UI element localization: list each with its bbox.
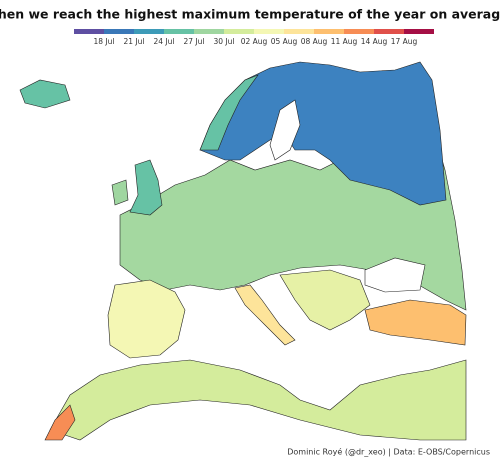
legend-label: 11 Aug bbox=[331, 37, 358, 46]
land-italy bbox=[234, 284, 296, 346]
legend-swatch bbox=[254, 29, 284, 34]
legend-swatch bbox=[104, 29, 134, 34]
legend-label: 02 Aug bbox=[241, 37, 268, 46]
map bbox=[19, 61, 467, 441]
title: When we reach the highest maximum temper… bbox=[0, 7, 500, 22]
legend-label: 05 Aug bbox=[271, 37, 298, 46]
land-britain bbox=[129, 159, 163, 216]
land-norway-coast bbox=[199, 74, 259, 151]
legend-swatch bbox=[404, 29, 434, 34]
legend-swatch bbox=[164, 29, 194, 34]
land-turkey bbox=[364, 299, 467, 346]
legend-label: 24 Jul bbox=[154, 37, 175, 46]
land-iceland bbox=[19, 79, 71, 109]
legend-label: 08 Aug bbox=[301, 37, 328, 46]
legend-label: 14 Aug bbox=[361, 37, 388, 46]
legend-label: 27 Jul bbox=[184, 37, 205, 46]
legend-swatch bbox=[374, 29, 404, 34]
legend-swatch bbox=[344, 29, 374, 34]
legend: 18 Jul 21 Jul 24 Jul 27 Jul 30 Jul 02 Aug 05 A… bbox=[74, 29, 434, 46]
legend-label: 18 Jul bbox=[94, 37, 115, 46]
legend-swatch bbox=[224, 29, 254, 34]
land-atlas-coast bbox=[44, 404, 76, 441]
land-balkans bbox=[279, 269, 371, 331]
legend-swatch bbox=[74, 29, 104, 34]
sea-black bbox=[364, 257, 426, 293]
legend-label: 21 Jul bbox=[124, 37, 145, 46]
legend-swatch bbox=[134, 29, 164, 34]
legend-label: 30 Jul bbox=[214, 37, 235, 46]
credit: Dominic Royé (@dr_xeo) | Data: E-OBS/Cop… bbox=[287, 447, 490, 457]
land-scandinavia bbox=[199, 61, 447, 206]
land-north-africa bbox=[49, 359, 467, 441]
legend-label: 17 Aug bbox=[391, 37, 418, 46]
land-iberia bbox=[107, 279, 186, 359]
land-ireland bbox=[111, 179, 129, 206]
legend-swatch bbox=[284, 29, 314, 34]
legend-swatch bbox=[194, 29, 224, 34]
legend-swatch bbox=[314, 29, 344, 34]
sea-baltic bbox=[269, 99, 301, 161]
